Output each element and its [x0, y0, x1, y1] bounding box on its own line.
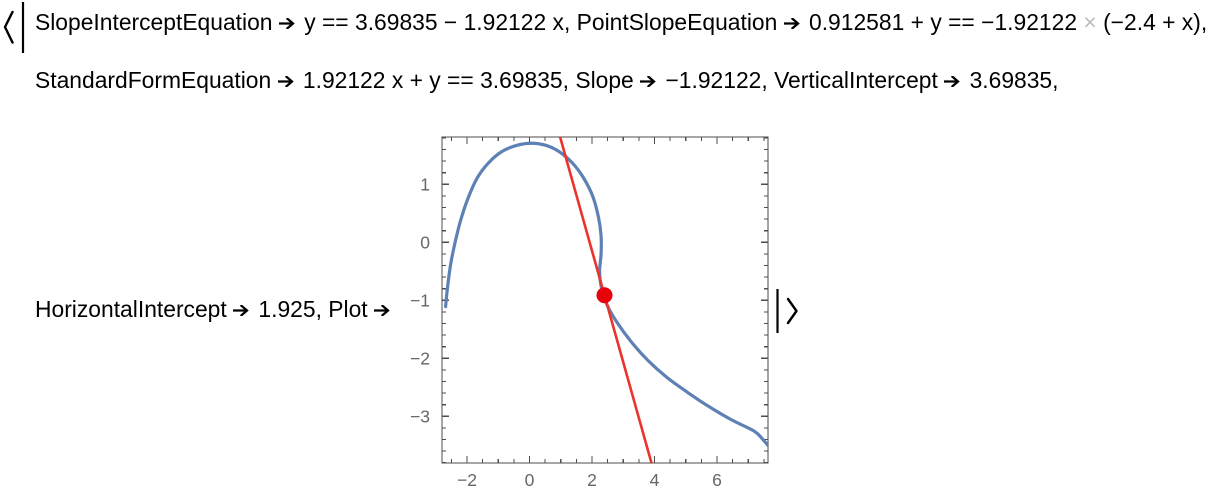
svg-text:0: 0	[525, 470, 535, 490]
svg-text:1: 1	[420, 175, 430, 195]
svg-text:2: 2	[587, 470, 597, 490]
svg-text:−2: −2	[457, 470, 477, 490]
svg-text:4: 4	[650, 470, 660, 490]
svg-text:−1: −1	[410, 291, 430, 311]
svg-text:0: 0	[420, 233, 430, 253]
svg-text:6: 6	[712, 470, 722, 490]
svg-text:−2: −2	[410, 349, 430, 369]
svg-text:−3: −3	[410, 407, 430, 427]
